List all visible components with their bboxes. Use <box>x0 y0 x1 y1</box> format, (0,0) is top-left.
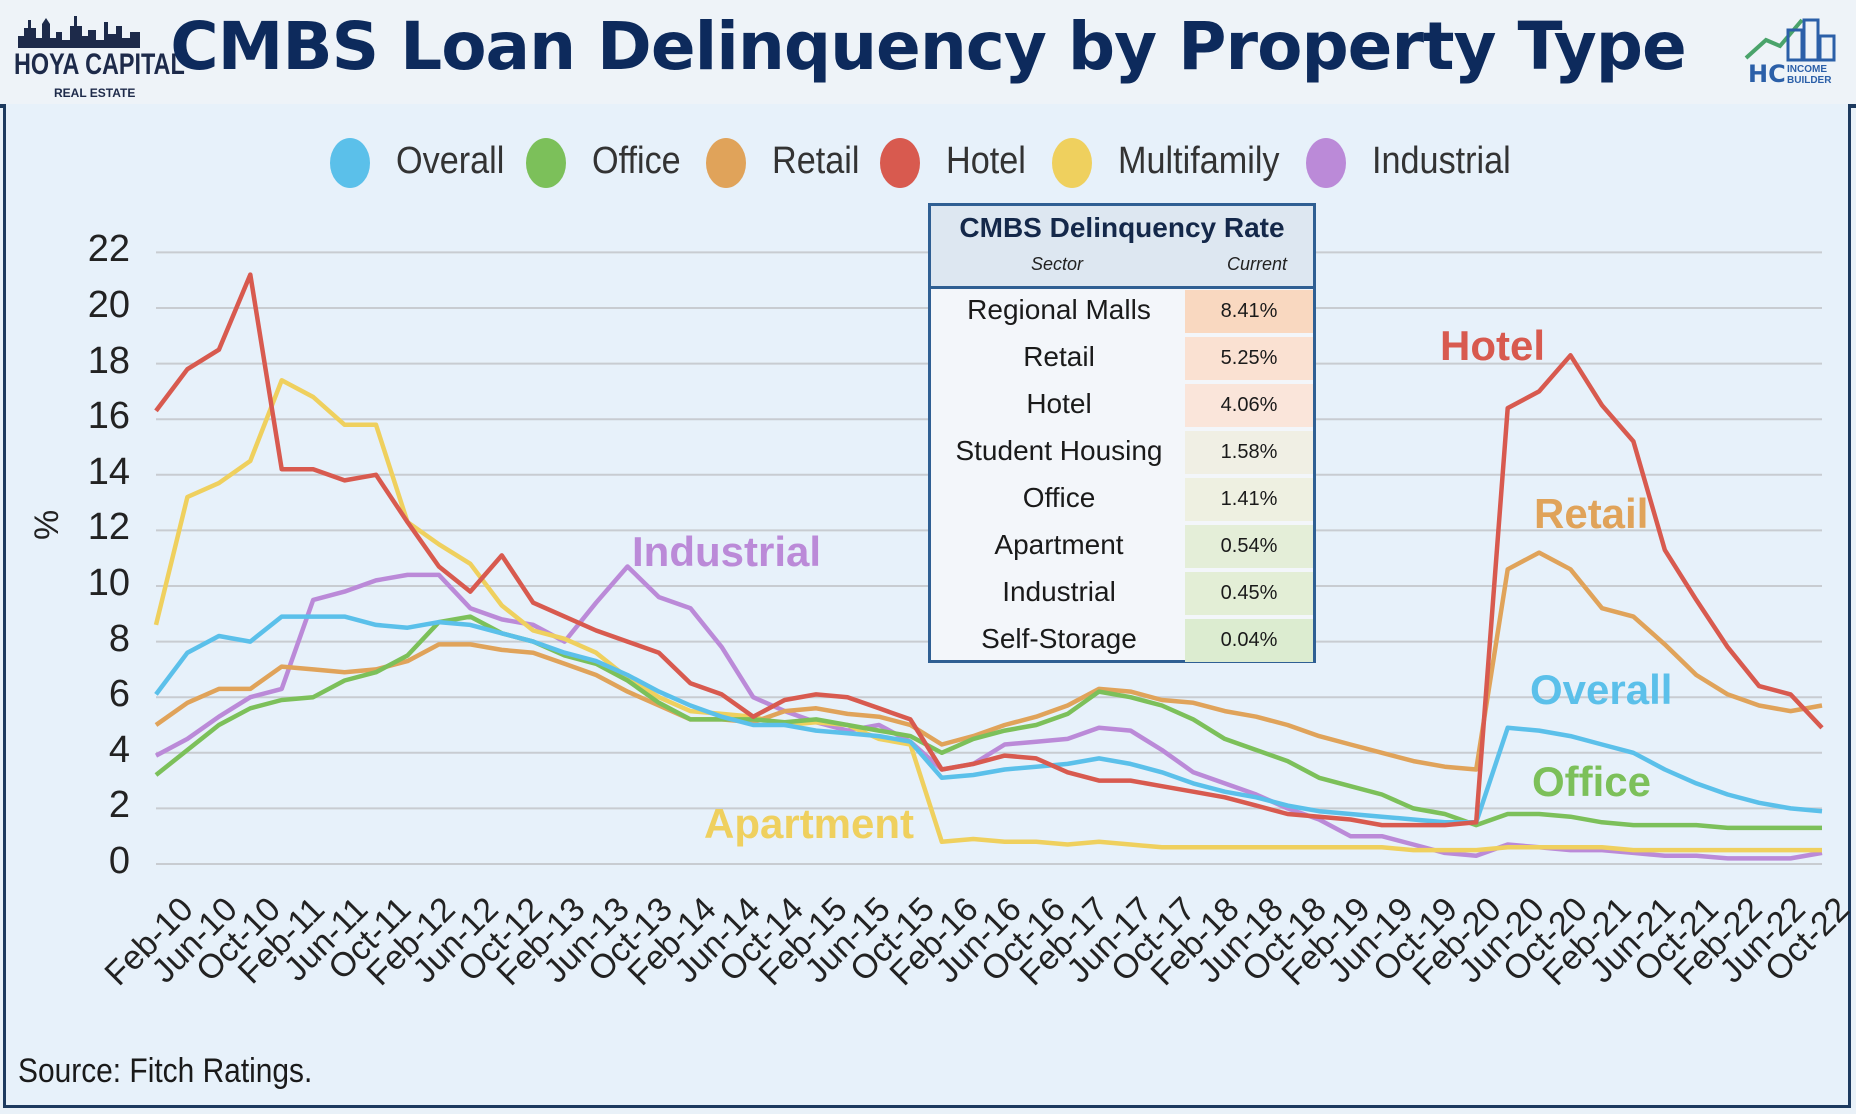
table-sector: Office <box>1022 482 1096 513</box>
series-lines <box>153 272 1824 861</box>
legend-label: Industrial <box>1372 140 1511 182</box>
logo-income-builder: INCOME BUILDER <box>1787 64 1831 86</box>
table-row: Retail 5.25% <box>931 335 1313 382</box>
table-title: CMBS Delinquency Rate <box>959 212 1285 243</box>
legend-label: Office <box>592 140 681 182</box>
table-value: 8.41% <box>1220 300 1278 322</box>
table-value: 4.06% <box>1220 394 1278 416</box>
building-chart-icon <box>1744 18 1836 62</box>
table-row: Office 1.41% <box>931 476 1313 523</box>
y-tick-label: 0 <box>108 840 130 882</box>
table-heat-cell <box>1185 572 1313 615</box>
legend-dot-icon <box>1052 138 1092 188</box>
y-tick-label: 2 <box>108 784 130 827</box>
table-sector: Industrial <box>1002 576 1116 607</box>
hoya-capital-logo: HOYA CAPITAL REAL ESTATE <box>14 14 185 100</box>
table-row: Hotel 4.06% <box>931 382 1313 429</box>
y-tick-label: 16 <box>87 395 130 438</box>
legend-dot-icon <box>330 138 370 188</box>
annotation-office: Office <box>1532 758 1652 805</box>
legend-dot-icon <box>1306 138 1346 188</box>
y-tick-label: 12 <box>87 506 130 549</box>
legend-dot-icon <box>880 138 920 188</box>
table-header: CMBS Delinquency Rate Sector Current <box>931 206 1313 289</box>
table-row: Self-Storage 0.04% <box>931 617 1313 664</box>
city-skyline-icon <box>18 16 140 48</box>
header-bar: HOYA CAPITAL REAL ESTATE CMBS Loan Delin… <box>0 0 1856 108</box>
column-sector: Sector <box>1031 254 1084 274</box>
table-heat-cell <box>1185 384 1313 427</box>
y-tick-label: 20 <box>87 284 130 326</box>
column-current: Current <box>1227 254 1288 274</box>
series-line-retail <box>154 550 1823 772</box>
table-value: 1.41% <box>1220 488 1278 510</box>
table-row: Regional Malls 8.41% <box>931 288 1313 335</box>
y-tick-label: 6 <box>108 673 130 716</box>
table-sector: Hotel <box>1026 388 1092 419</box>
table-value: 0.54% <box>1220 535 1278 557</box>
chart-title: CMBS Loan Delinquency by Property Type <box>170 8 1687 85</box>
table-row: Student Housing 1.58% <box>931 429 1313 476</box>
table-heat-cell <box>1185 619 1313 662</box>
y-tick-label: 4 <box>108 728 130 771</box>
table-value: 5.25% <box>1220 347 1278 369</box>
table-sector: Apartment <box>994 529 1124 560</box>
table-sector: Self-Storage <box>981 623 1137 654</box>
table-heat-cell <box>1185 525 1313 568</box>
y-tick-label: 22 <box>87 228 130 271</box>
series-line-hotel <box>154 272 1824 828</box>
table-heat-cell <box>1185 431 1313 474</box>
logo-hc: HC <box>1748 60 1786 88</box>
table-heat-cell <box>1185 478 1313 521</box>
table-heat-cell <box>1185 290 1313 333</box>
series-line-multifamily <box>153 378 1822 853</box>
table-sector: Regional Malls <box>967 294 1151 325</box>
delinquency-table: CMBS Delinquency Rate Sector Current Reg… <box>928 203 1316 663</box>
y-tick-label: 18 <box>87 339 130 382</box>
legend-label: Overall <box>396 140 505 182</box>
series-line-overall <box>154 614 1823 825</box>
logo-line1: INCOME <box>1787 64 1827 75</box>
table-sector: Retail <box>1023 341 1095 372</box>
legend-label: Hotel <box>946 140 1026 182</box>
table-value: 1.58% <box>1220 441 1278 463</box>
legend-dot-icon <box>706 138 746 188</box>
logo-line2: BUILDER <box>1787 75 1832 86</box>
y-tick-label: 10 <box>87 562 130 604</box>
annotation-overall: Overall <box>1530 666 1673 713</box>
series-line-office <box>154 614 1822 831</box>
table-row: Industrial 0.45% <box>931 570 1313 617</box>
legend-label: Multifamily <box>1118 140 1280 182</box>
y-tick-label: 8 <box>108 617 130 660</box>
table-row: Apartment 0.54% <box>931 523 1313 570</box>
table-heat-cell <box>1185 337 1313 380</box>
annotation-hotel: Hotel <box>1440 322 1545 369</box>
y-tick-label: 14 <box>87 450 130 493</box>
source-note: Source: Fitch Ratings. <box>18 1052 313 1090</box>
legend-dot-icon <box>526 138 566 188</box>
annotation-retail: Retail <box>1534 490 1649 537</box>
table-sector: Student Housing <box>955 435 1163 466</box>
table-value: 0.04% <box>1220 629 1278 651</box>
logo-sub: REAL ESTATE <box>54 86 136 100</box>
legend-label: Retail <box>772 140 860 182</box>
y-axis-label: % <box>28 509 66 540</box>
income-builder-logo: HC INCOME BUILDER <box>1742 12 1842 96</box>
annotation-industrial: Industrial <box>632 528 822 575</box>
annotation-multifamily: Apartment <box>704 800 915 847</box>
legend: Overall Office Retail Hotel Multifamily Indus… <box>0 130 1856 200</box>
table-value: 0.45% <box>1220 582 1278 604</box>
